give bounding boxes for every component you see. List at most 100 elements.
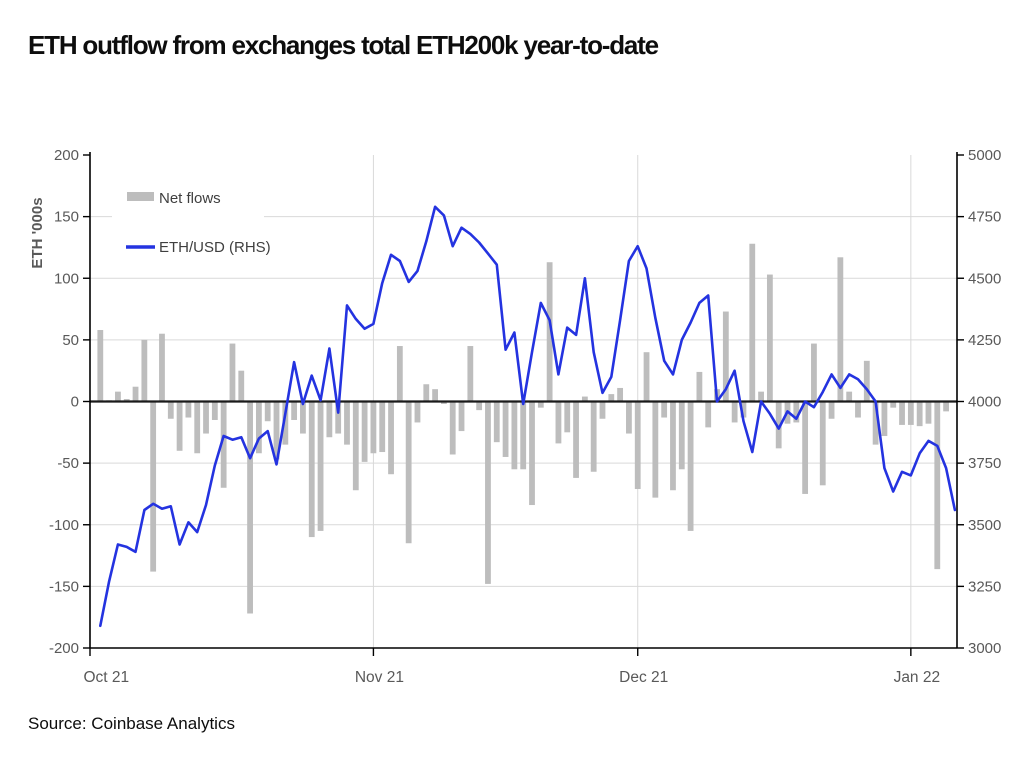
right-axis-tick-label: 3750 xyxy=(968,455,1001,472)
net-flows-bar xyxy=(643,352,650,402)
net-flows-bar xyxy=(546,262,553,402)
net-flows-bars xyxy=(97,243,949,614)
net-flows-bar xyxy=(555,401,562,444)
right-axis-tick-label: 4000 xyxy=(968,394,1001,411)
left-axis-tick-label: -100 xyxy=(49,517,79,534)
left-axis-tick-label: 0 xyxy=(71,394,79,411)
net-flows-bar xyxy=(361,401,368,462)
net-flows-bar xyxy=(220,401,227,488)
net-flows-bar xyxy=(599,401,606,419)
x-axis-tick-label: Jan 22 xyxy=(894,669,941,686)
net-flows-bar xyxy=(855,401,861,418)
left-axis-tick-label: 50 xyxy=(62,332,79,349)
net-flows-bar xyxy=(176,401,183,451)
net-flows-bar xyxy=(115,391,121,402)
right-axis-tick-label: 4500 xyxy=(968,270,1001,287)
right-axis-tick-label: 3000 xyxy=(968,640,1001,657)
net-flows-bar xyxy=(775,401,782,449)
net-flows-bar xyxy=(150,401,157,572)
net-flows-bar xyxy=(396,346,403,402)
left-axis-tick-label: 100 xyxy=(54,270,79,287)
eth-usd-line xyxy=(99,205,957,628)
net-flows-bar xyxy=(414,401,421,423)
net-flows-bar xyxy=(159,333,165,402)
net-flows-bar xyxy=(97,330,104,402)
net-flows-bar xyxy=(511,401,518,470)
right-axis-tick-label: 5000 xyxy=(968,147,1001,164)
net-flows-bar xyxy=(432,389,438,402)
right-axis-tick-label: 4250 xyxy=(968,332,1001,349)
net-flows-bar xyxy=(520,401,527,470)
x-axis-tick-label: Oct 21 xyxy=(83,669,129,686)
net-flows-bar xyxy=(326,401,333,438)
net-flows-bar xyxy=(696,371,703,402)
net-flows-bar xyxy=(132,386,139,402)
net-flows-bar xyxy=(634,401,641,490)
net-flows-bar xyxy=(167,401,174,419)
net-flows-bar xyxy=(529,401,535,506)
net-flows-bar xyxy=(687,401,694,531)
net-flows-bar xyxy=(282,401,289,445)
net-flows-bar xyxy=(194,401,201,454)
net-flows-bar xyxy=(916,401,923,427)
net-flows-bar xyxy=(291,401,298,420)
net-flows-bar xyxy=(211,401,218,420)
net-flows-bar xyxy=(581,396,588,402)
left-axis-tick-label: -50 xyxy=(57,455,79,472)
net-flows-bar xyxy=(185,401,192,418)
net-flows-bar xyxy=(203,401,209,434)
net-flows-bar xyxy=(907,401,914,425)
net-flows-bar xyxy=(247,401,253,614)
net-flows-bar xyxy=(317,401,324,531)
net-flows-bar xyxy=(846,391,853,402)
net-flows-bar xyxy=(458,401,465,432)
net-flows-bar xyxy=(943,401,949,412)
net-flows-bar xyxy=(626,401,632,434)
net-flows-bar xyxy=(837,257,844,402)
chart-title: ETH outflow from exchanges total ETH200k… xyxy=(28,30,659,60)
net-flows-bar xyxy=(863,360,870,402)
net-flows-bar xyxy=(441,401,447,404)
net-flows-bar xyxy=(934,401,941,570)
right-axis-tick-label: 3250 xyxy=(968,578,1001,595)
net-flows-bar xyxy=(828,401,835,419)
left-axis-tick-label: 200 xyxy=(54,147,79,164)
legend-bar-swatch xyxy=(127,192,154,201)
right-axis-tick-label: 4750 xyxy=(968,209,1001,226)
net-flows-bar xyxy=(449,401,456,455)
net-flows-bar xyxy=(670,401,676,491)
net-flows-bar xyxy=(731,401,738,423)
net-flows-bar xyxy=(661,401,668,418)
net-flows-bar xyxy=(872,401,879,445)
net-flows-bar xyxy=(590,401,597,472)
net-flows-bar xyxy=(423,384,430,402)
net-flows-bar xyxy=(379,401,386,453)
net-flows-bar xyxy=(300,401,306,434)
net-flows-bar xyxy=(229,343,236,402)
net-flows-bar xyxy=(493,401,500,443)
legend-label-net-flows: Net flows xyxy=(159,190,221,207)
net-flows-bar xyxy=(141,339,148,402)
net-flows-bar xyxy=(467,346,474,402)
legend-label-eth-usd: ETH/USD (RHS) xyxy=(159,239,271,256)
left-axis-tick-label: -200 xyxy=(49,640,79,657)
net-flows-bar xyxy=(123,399,130,402)
net-flows-bar xyxy=(758,391,764,402)
net-flows-bar xyxy=(925,401,932,424)
net-flows-bar xyxy=(255,401,262,454)
net-flows-bar xyxy=(608,394,615,402)
net-flows-bar xyxy=(238,370,245,402)
y-axis-title: ETH '000s xyxy=(29,197,46,268)
net-flows-bar xyxy=(537,401,544,408)
net-flows-bar xyxy=(573,401,579,478)
net-flows-bar xyxy=(617,387,624,402)
legend xyxy=(112,181,264,263)
net-flows-bar xyxy=(405,401,412,544)
net-flows-bar xyxy=(811,343,817,402)
net-flows-bar xyxy=(678,401,685,470)
net-flows-bar xyxy=(388,401,394,475)
net-flows-bar xyxy=(308,401,315,538)
x-axis-tick-label: Dec 21 xyxy=(619,669,668,686)
